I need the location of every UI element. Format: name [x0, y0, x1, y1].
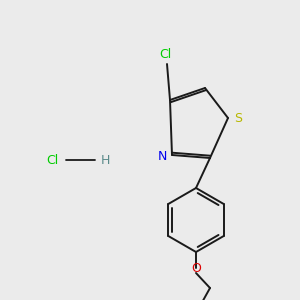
Text: H: H [100, 154, 110, 166]
Text: Cl: Cl [159, 47, 171, 61]
Text: Cl: Cl [46, 154, 58, 166]
Text: N: N [157, 151, 167, 164]
Text: O: O [191, 262, 201, 275]
Text: S: S [234, 112, 242, 124]
